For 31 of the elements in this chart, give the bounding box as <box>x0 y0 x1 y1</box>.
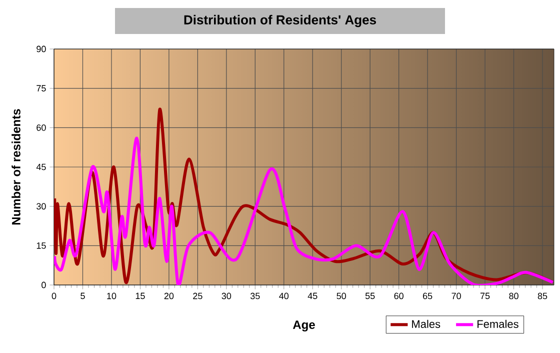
x-tick-label: 85 <box>538 292 548 300</box>
chart-title: Distribution of Residents' Ages <box>184 14 376 28</box>
y-tick-label: 15 <box>36 242 46 249</box>
x-tick-label: 5 <box>80 292 85 300</box>
x-tick-label: 75 <box>480 292 490 300</box>
legend-label: Males <box>412 320 440 328</box>
x-axis-title: Age <box>292 320 315 332</box>
x-tick-label: 30 <box>222 292 232 300</box>
y-tick-label: 45 <box>36 164 46 170</box>
y-tick-label: 0 <box>42 282 46 288</box>
y-tick-label: 60 <box>36 124 46 131</box>
x-tick-label: 45 <box>308 292 318 300</box>
x-tick-label: 65 <box>423 292 432 300</box>
x-tick-label: 35 <box>250 292 260 300</box>
legend-label: Females <box>478 320 518 328</box>
x-tick-label: 0 <box>52 292 56 300</box>
x-tick-label: 15 <box>136 292 145 300</box>
x-tick-label: 10 <box>107 292 116 300</box>
y-tick-label: 30 <box>36 203 46 210</box>
x-tick-label: 25 <box>193 292 202 300</box>
x-tick-label: 40 <box>279 292 289 300</box>
y-tick-label: 75 <box>36 85 46 92</box>
x-tick-label: 50 <box>336 292 346 300</box>
x-tick-label: 55 <box>365 292 375 300</box>
x-tick-label: 20 <box>164 292 174 300</box>
y-tick-label: 90 <box>36 46 46 52</box>
line-series <box>54 136 554 285</box>
x-tick-label: 80 <box>509 292 518 300</box>
y-axis-title: Number of residents <box>12 109 20 225</box>
x-tick-label: 70 <box>452 292 461 300</box>
x-tick-label: 60 <box>394 292 404 300</box>
